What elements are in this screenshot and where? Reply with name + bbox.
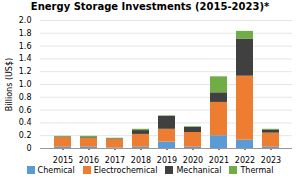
html-text:Electrochemical: Electrochemical: [93, 166, 158, 175]
svg-text:2020: 2020: [183, 156, 203, 164]
html-text:Thermal: Thermal: [240, 166, 274, 175]
svg-text:0.2: 0.2: [19, 131, 32, 140]
svg-text:2022: 2022: [235, 156, 255, 164]
svg-text:2021: 2021: [209, 156, 229, 164]
svg-text:0.4: 0.4: [19, 118, 32, 127]
svg-text:2.0: 2.0: [19, 16, 32, 25]
svg-text:0: 0: [26, 144, 31, 153]
svg-text:2019: 2019: [157, 156, 177, 164]
svg-text:1.2: 1.2: [19, 67, 32, 76]
svg-text:1.0: 1.0: [19, 80, 32, 89]
svg-text:1.8: 1.8: [19, 29, 32, 38]
svg-text:0.6: 0.6: [19, 106, 32, 115]
svg-text:0.8: 0.8: [19, 93, 32, 102]
html-text:Chemical: Chemical: [37, 166, 75, 175]
svg-text:2015: 2015: [53, 156, 73, 164]
html-text:Mechanical: Mechanical: [176, 166, 222, 175]
html-text:Energy Storage Investments (20: Energy Storage Investments (2015-2023)*: [30, 1, 270, 12]
svg-text:2017: 2017: [105, 156, 125, 164]
svg-text:1.6: 1.6: [19, 42, 32, 51]
svg-text:Billions (US$): Billions (US$): [5, 58, 14, 111]
svg-text:2023: 2023: [261, 156, 281, 164]
svg-text:1.4: 1.4: [19, 54, 32, 63]
svg-text:2018: 2018: [131, 156, 151, 164]
svg-text:2016: 2016: [79, 156, 99, 164]
